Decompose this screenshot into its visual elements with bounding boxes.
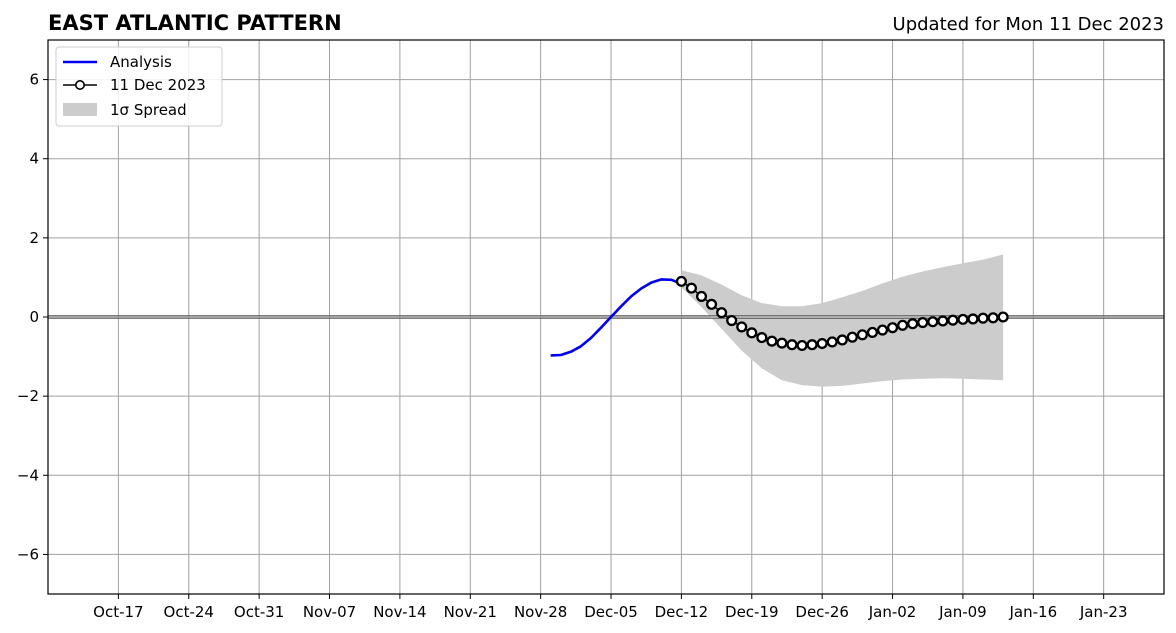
- forecast-point: [736, 321, 748, 333]
- forecast-point: [786, 339, 798, 351]
- x-tick-label: Jan-23: [1079, 603, 1128, 621]
- x-tick-label: Oct-31: [234, 603, 284, 621]
- x-tick-label: Jan-09: [938, 603, 987, 621]
- forecast-point: [756, 332, 768, 344]
- series: [550, 275, 1009, 357]
- x-tick-label: Dec-05: [584, 603, 638, 621]
- x-tick-label: Jan-16: [1008, 603, 1057, 621]
- spread-area: [681, 254, 1004, 387]
- forecast-point: [856, 329, 868, 341]
- forecast-point: [927, 316, 939, 328]
- y-tick-label: −4: [17, 466, 39, 484]
- legend-label: Analysis: [110, 53, 172, 71]
- forecast-point: [947, 314, 959, 326]
- x-tick-label: Dec-19: [725, 603, 779, 621]
- forecast-point: [695, 290, 708, 302]
- forecast-point: [726, 315, 738, 327]
- forecast-point: [816, 337, 828, 350]
- y-tick-label: 0: [29, 308, 39, 326]
- y-tick-label: 4: [29, 150, 39, 168]
- forecast-point: [897, 319, 909, 331]
- x-tick-label: Nov-28: [514, 603, 567, 621]
- x-tick-label: Nov-07: [303, 603, 356, 621]
- legend-label: 11 Dec 2023: [110, 76, 206, 94]
- forecast-point: [876, 324, 889, 336]
- forecast-point: [886, 322, 899, 334]
- series-line-analysis: [550, 278, 682, 357]
- x-tick-label: Oct-17: [93, 603, 143, 621]
- forecast-point: [977, 312, 989, 324]
- forecast-point: [746, 327, 758, 339]
- forecast-point: [806, 339, 818, 351]
- x-tick-label: Nov-21: [444, 603, 497, 621]
- x-axis-ticks: Oct-17 Oct-24 Oct-31 Nov-07 Nov-14 Nov-21 Nov-…: [93, 594, 1127, 621]
- chart-subtitle: Updated for Mon 11 Dec 2023: [893, 14, 1164, 35]
- forecast-point: [846, 331, 858, 343]
- legend-label: 1σ Spread: [110, 101, 187, 119]
- forecast-point: [987, 312, 999, 324]
- forecast-point: [796, 339, 808, 352]
- legend-swatch-marker: [75, 80, 86, 91]
- forecast-point: [907, 318, 919, 330]
- forecast-point: [917, 316, 929, 329]
- forecast-point: [706, 298, 718, 310]
- x-tick-label: Jan-02: [868, 603, 917, 621]
- spread-band: [681, 254, 1004, 387]
- y-tick-label: −2: [17, 387, 39, 405]
- x-tick-label: Oct-24: [164, 603, 214, 621]
- legend: Analysis 11 Dec 2023 1σ Spread: [55, 46, 223, 127]
- forecast-point: [866, 326, 878, 338]
- y-tick-label: 6: [29, 71, 39, 89]
- y-tick-label: −6: [17, 545, 39, 563]
- x-tick-label: Dec-12: [655, 603, 709, 621]
- legend-swatch-spread: [63, 103, 97, 116]
- forecast-point: [675, 275, 687, 287]
- forecast-point: [836, 334, 848, 346]
- forecast-point: [957, 313, 969, 325]
- chart-title: EAST ATLANTIC PATTERN: [48, 11, 342, 35]
- forecast-point: [766, 335, 778, 347]
- x-tick-label: Dec-26: [795, 603, 849, 621]
- forecast-point: [967, 313, 979, 325]
- forecast-point: [937, 315, 949, 327]
- forecast-point: [716, 307, 728, 319]
- forecast-point: [826, 336, 838, 348]
- legend-box: [55, 46, 223, 127]
- forecast-point: [685, 282, 698, 294]
- forecast-point: [776, 337, 788, 349]
- y-tick-label: 2: [29, 229, 39, 247]
- forecast-point: [997, 311, 1009, 323]
- x-tick-label: Nov-14: [373, 603, 426, 621]
- y-axis-ticks: −6 −4 −2 0 2 4 6: [17, 71, 48, 563]
